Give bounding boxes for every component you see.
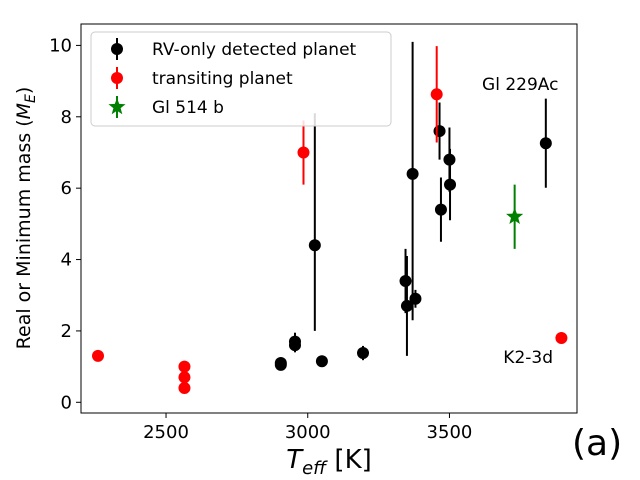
data-point	[178, 360, 191, 373]
y-tick-label: 2	[61, 321, 72, 342]
data-point	[400, 299, 413, 312]
plot-area	[80, 23, 578, 414]
panel-label: (a)	[572, 423, 622, 464]
data-point	[92, 349, 105, 362]
series-0	[274, 41, 552, 371]
data-point	[178, 382, 191, 395]
annotations: Gl 229Ac K2-3d	[482, 75, 558, 368]
y-tick-label: 6	[61, 178, 72, 199]
data-point	[178, 371, 191, 384]
data-marks	[92, 41, 568, 395]
data-point	[409, 292, 422, 305]
series-2	[506, 184, 524, 249]
legend-rv-label: RV-only detected planet	[152, 40, 357, 60]
legend-rv-marker	[111, 43, 123, 55]
y-tick-label: 8	[61, 107, 72, 128]
y-tick-label: 10	[49, 35, 72, 56]
legend-box	[90, 31, 392, 127]
legend-gl514b-label: Gl 514 b	[152, 98, 224, 118]
series-1	[92, 46, 568, 395]
y-tick-label: 0	[61, 392, 72, 413]
legend-transit-label: transiting planet	[152, 69, 293, 89]
y-axis-label: Real or Minimum mass (ME)	[13, 87, 39, 350]
data-point	[308, 239, 321, 252]
legend: RV-only detected planet transiting plane…	[90, 31, 392, 127]
data-point	[406, 167, 419, 180]
data-point	[430, 88, 443, 101]
data-point	[274, 357, 287, 370]
legend-entry-gl514b: Gl 514 b	[108, 96, 224, 118]
data-point	[434, 203, 447, 216]
annotation-label: K2-3d	[503, 348, 553, 368]
x-tick-label: 3000	[285, 422, 331, 443]
data-point	[297, 146, 310, 159]
legend-entry-rv: RV-only detected planet	[111, 38, 357, 60]
data-point	[433, 125, 446, 138]
data-point	[444, 178, 457, 191]
data-point	[357, 347, 370, 360]
y-tick-label: 4	[61, 250, 72, 271]
legend-entry-transit: transiting planet	[111, 67, 293, 89]
data-point	[288, 335, 301, 348]
data-point	[555, 332, 568, 345]
data-point	[315, 355, 328, 368]
data-point	[399, 274, 412, 287]
legend-gl514b-star-icon	[108, 98, 126, 115]
data-point-star	[506, 207, 524, 224]
x-tick-label: 3500	[427, 422, 473, 443]
legend-transit-marker	[111, 72, 123, 84]
x-tick-label: 2500	[143, 422, 189, 443]
axis-ticks: 2500 3000 3500 0 2 4 6 8 10	[49, 35, 472, 443]
data-point	[539, 137, 552, 150]
annotation-label: Gl 229Ac	[482, 75, 558, 95]
x-axis-label: Teff [K]	[286, 445, 372, 479]
